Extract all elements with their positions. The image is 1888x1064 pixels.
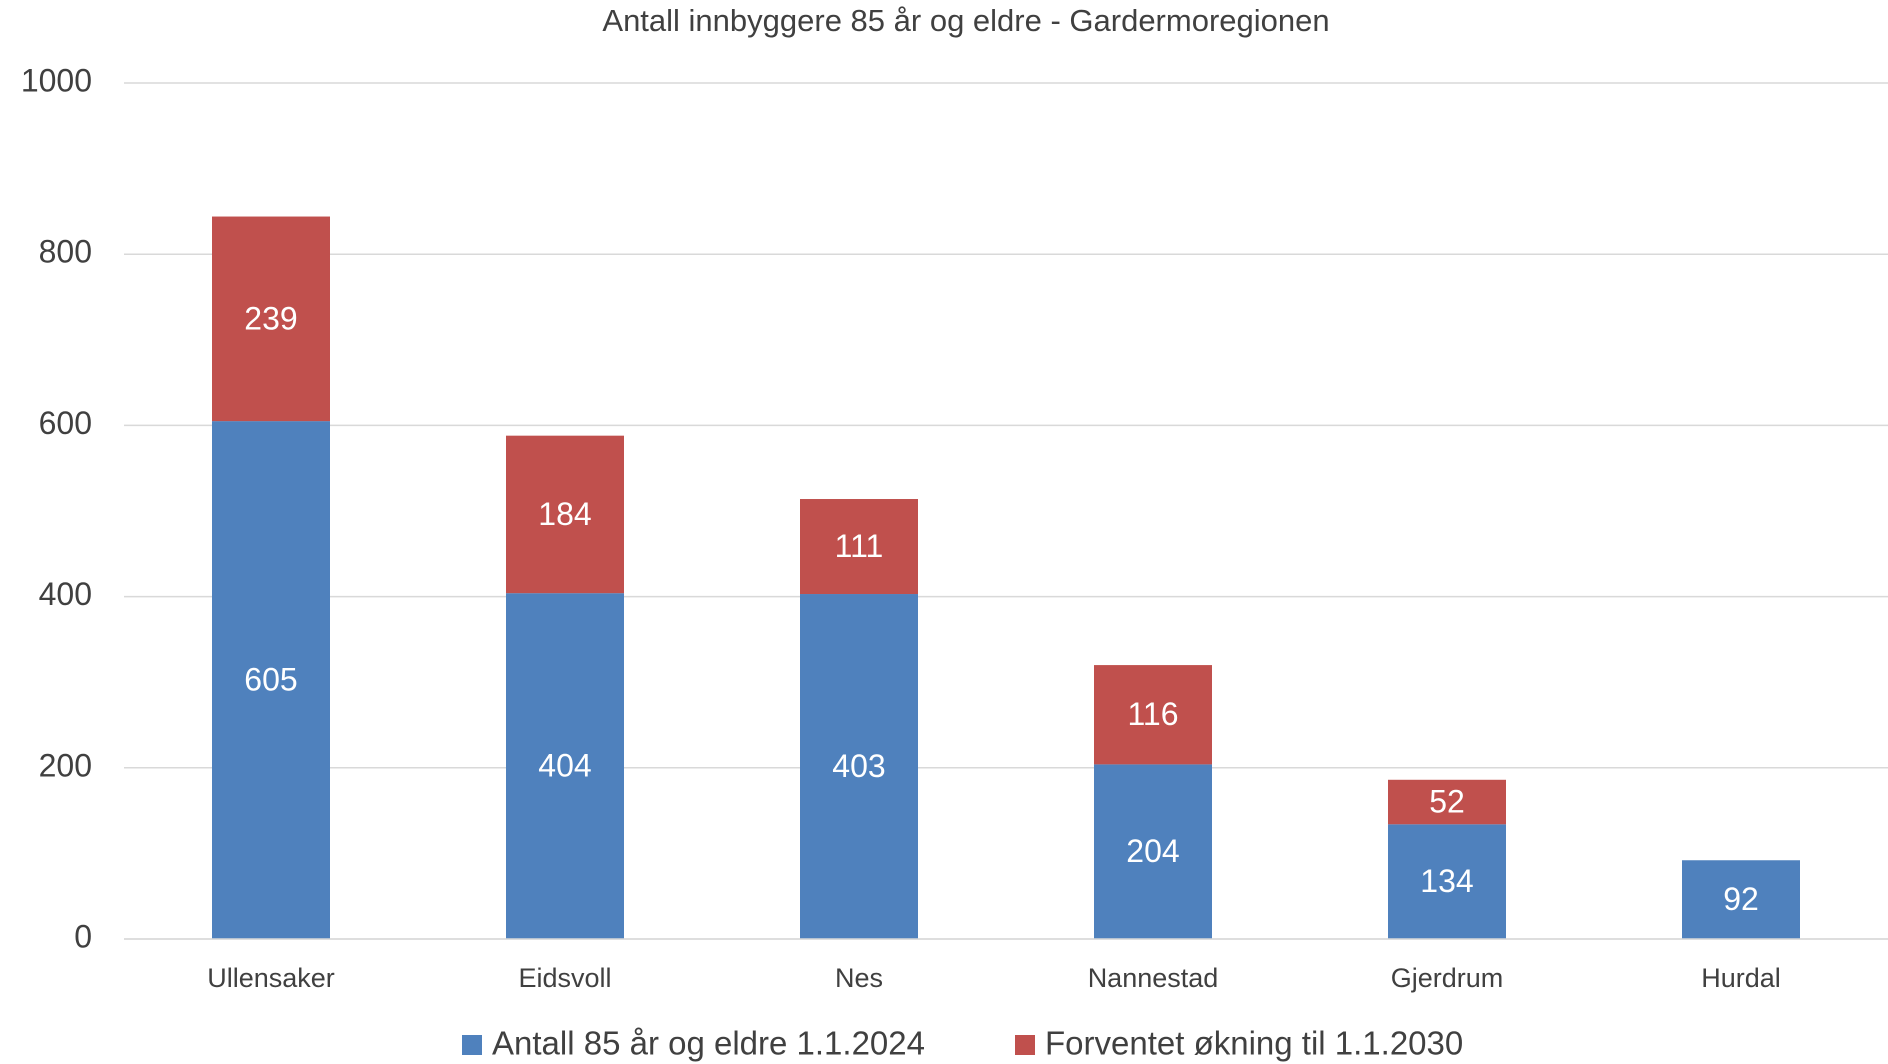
bar-segment bbox=[212, 421, 330, 939]
bar-segment bbox=[1094, 665, 1212, 765]
data-label: 134 bbox=[1420, 863, 1473, 899]
legend-swatch bbox=[1015, 1035, 1035, 1055]
x-tick-label: Gjerdrum bbox=[1391, 963, 1504, 993]
legend-swatch bbox=[462, 1035, 482, 1055]
y-tick-label: 800 bbox=[39, 234, 92, 270]
y-tick-label: 400 bbox=[39, 576, 92, 612]
bar-segment bbox=[1682, 860, 1800, 939]
bar-segment bbox=[800, 499, 918, 595]
data-label: 184 bbox=[538, 496, 591, 532]
legend-label: Antall 85 år og eldre 1.1.2024 bbox=[492, 1025, 925, 1062]
x-tick-label: Nes bbox=[835, 963, 883, 993]
data-label: 605 bbox=[244, 662, 297, 698]
x-tick-label: Nannestad bbox=[1088, 963, 1219, 993]
data-label: 239 bbox=[244, 300, 297, 336]
data-label: 403 bbox=[832, 748, 885, 784]
data-label: 111 bbox=[835, 528, 884, 564]
x-tick-label: Eidsvoll bbox=[518, 963, 611, 993]
data-label: 204 bbox=[1126, 833, 1179, 869]
bar-segment bbox=[800, 594, 918, 939]
bar-segment bbox=[212, 216, 330, 422]
legend-label: Forventet økning til 1.1.2030 bbox=[1045, 1025, 1463, 1062]
bar-segment bbox=[506, 593, 624, 939]
y-tick-label: 0 bbox=[74, 918, 92, 954]
data-label: 116 bbox=[1127, 696, 1178, 732]
x-tick-label: Hurdal bbox=[1701, 963, 1781, 993]
bar-segment bbox=[1094, 764, 1212, 939]
data-label: 404 bbox=[538, 748, 591, 784]
y-tick-label: 600 bbox=[39, 405, 92, 441]
y-tick-label: 1000 bbox=[21, 62, 92, 98]
data-label: 92 bbox=[1723, 881, 1759, 917]
y-tick-label: 200 bbox=[39, 747, 92, 783]
bar-segment bbox=[506, 435, 624, 594]
bar-segment bbox=[1388, 824, 1506, 939]
bar-segment bbox=[1388, 779, 1506, 825]
chart-title: Antall innbyggere 85 år og eldre - Garde… bbox=[602, 3, 1329, 38]
x-tick-label: Ullensaker bbox=[207, 963, 335, 993]
data-label: 52 bbox=[1429, 783, 1465, 819]
